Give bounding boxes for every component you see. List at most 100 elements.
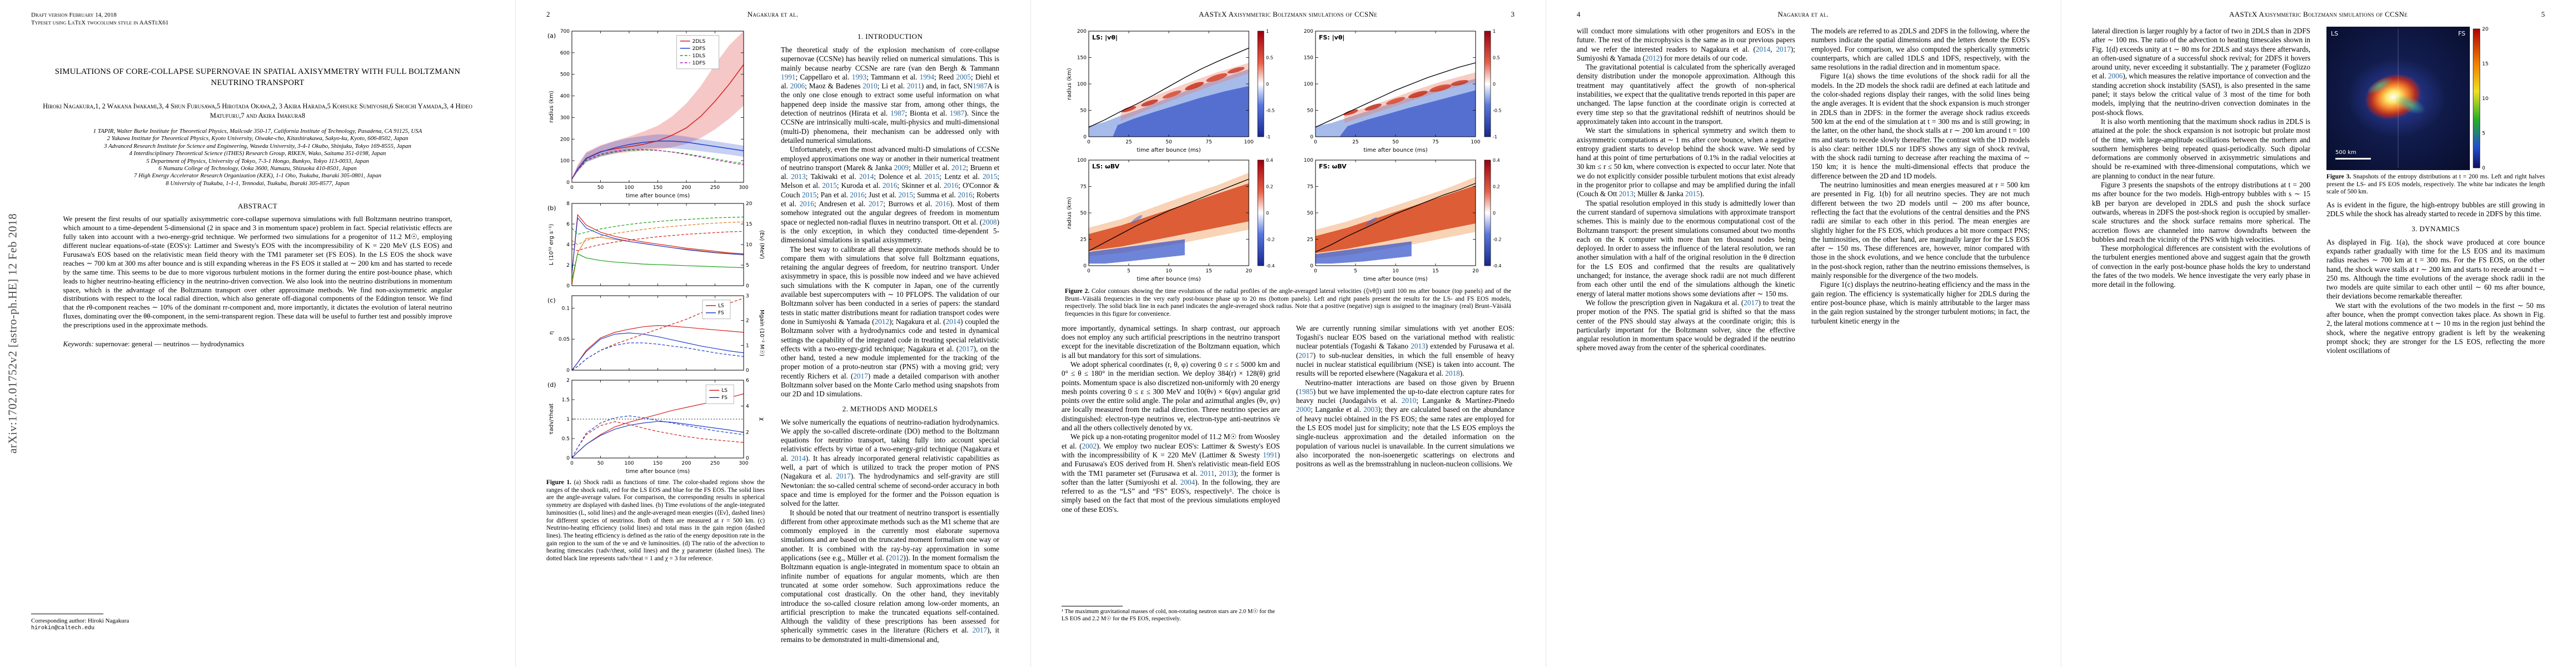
svg-text:50: 50 xyxy=(1307,108,1313,114)
svg-text:-0.2: -0.2 xyxy=(1493,237,1502,242)
svg-text:FS: ωBV: FS: ωBV xyxy=(1319,163,1347,170)
page-number: 3 xyxy=(1511,10,1515,18)
svg-text:0.2: 0.2 xyxy=(1266,185,1273,190)
page-2-left-column: 0 50 100 150 200 250 300 0 100 200 300 400 500 600 700… xyxy=(546,27,765,654)
page-number: 5 xyxy=(2541,10,2545,18)
fig2-panel-ls-lateral-velocity: 0 25 50 75 100 0 50 100 150 200 radius (km) time af… xyxy=(1067,29,1275,153)
figure-1-caption: Figure 1. (a) Shock radii as functions o… xyxy=(546,479,765,563)
svg-text:0: 0 xyxy=(570,461,574,466)
running-head-title: AASTeX Axisymmetric Boltzmann simulation… xyxy=(2229,10,2408,18)
body-paragraph: The gravitational potential is calculate… xyxy=(1577,63,1795,126)
svg-text:8: 8 xyxy=(566,201,570,207)
svg-text:0: 0 xyxy=(1266,211,1269,216)
figure-3-caption-text: Snapshots of the entropy distributions a… xyxy=(2326,173,2545,196)
body-paragraph: We adopt spherical coordinates (r, θ, φ)… xyxy=(1062,360,1280,432)
page-1-title-page: arXiv:1702.01752v2 [astro-ph.HE] 12 Feb … xyxy=(0,0,515,667)
corresponding-author-email[interactable]: hirokin@caltech.edu xyxy=(31,625,95,631)
svg-text:25: 25 xyxy=(1080,237,1086,243)
svg-text:150: 150 xyxy=(1303,56,1313,61)
svg-text:20: 20 xyxy=(1245,268,1252,274)
svg-text:20: 20 xyxy=(2482,27,2489,32)
svg-text:0: 0 xyxy=(1083,135,1087,140)
svg-text:0: 0 xyxy=(1493,211,1496,216)
body-paragraph: Figure 1(a) shows the time evolutions of… xyxy=(1811,72,2030,180)
corresponding-author-line: Corresponding author: Hiroki Nagakura xyxy=(31,618,129,624)
svg-text:0.5: 0.5 xyxy=(1266,56,1273,61)
running-head: 4 Nagakura et al. xyxy=(1577,10,2030,19)
body-paragraph: Figure 1(c) displays the neutrino-heatin… xyxy=(1811,280,2030,325)
svg-text:75: 75 xyxy=(1080,185,1086,190)
draft-version-line: Draft version February 14, 2018 xyxy=(31,12,117,18)
svg-text:-0.4: -0.4 xyxy=(1493,263,1502,268)
svg-text:0: 0 xyxy=(566,180,570,186)
svg-text:2: 2 xyxy=(566,378,570,384)
figure-3-caption-label: Figure 3. xyxy=(2326,173,2351,180)
svg-text:time after bounce (ms): time after bounce (ms) xyxy=(1137,147,1200,153)
svg-text:500: 500 xyxy=(560,72,570,78)
svg-text:50: 50 xyxy=(1080,108,1087,114)
affiliation: 1 TAPIR, Walter Burke Institute for Theo… xyxy=(93,128,422,135)
page-5-right-column: LS FS 500 km 20 15 10 5 0 Figure 3. Snapshot… xyxy=(2326,27,2545,654)
svg-text:50: 50 xyxy=(1165,140,1172,145)
page-4-left-column: will conduct more simulations with other… xyxy=(1577,27,1795,654)
affiliation: 5 Department of Physics, University of T… xyxy=(146,157,369,165)
svg-text:1: 1 xyxy=(746,343,749,349)
svg-text:4: 4 xyxy=(566,242,570,248)
affiliation: 4 Interdisciplinary Theoretical Science … xyxy=(129,150,386,157)
svg-text:1.5: 1.5 xyxy=(562,397,570,403)
svg-text:250: 250 xyxy=(710,461,720,466)
body-paragraph: It should be noted that our treatment of… xyxy=(781,508,999,644)
abstract-heading: ABSTRACT xyxy=(237,202,278,211)
svg-text:0: 0 xyxy=(1493,82,1496,87)
svg-text:0: 0 xyxy=(1087,268,1090,274)
section-3-heading: 3. DYNAMICS xyxy=(2411,224,2460,233)
svg-text:time after bounce (ms): time after bounce (ms) xyxy=(1137,276,1200,282)
fig1-panel-a-shock-radius-chart: 0 50 100 150 200 250 300 0 100 200 300 400 500 600 700… xyxy=(547,29,749,199)
figure-2-panel-grid: 0 25 50 75 100 0 50 100 150 200 radius (km) time af… xyxy=(1062,27,1514,283)
svg-text:100: 100 xyxy=(1244,140,1253,145)
svg-text:0.5: 0.5 xyxy=(562,436,570,442)
svg-text:25: 25 xyxy=(1125,140,1132,145)
page-5-left-column: lateral direction is larger roughly by a… xyxy=(2092,27,2310,654)
body-paragraph: We follow the prescription given in Naga… xyxy=(1577,298,1795,352)
figure-1: 0 50 100 150 200 250 300 0 100 200 300 400 500 600 700… xyxy=(546,27,765,563)
svg-text:0: 0 xyxy=(746,456,749,461)
svg-text:0: 0 xyxy=(746,368,749,374)
svg-text:2DFS: 2DFS xyxy=(692,46,706,52)
keywords-line: Keywords: supernovae: general — neutrino… xyxy=(63,340,452,349)
affiliation-list: 1 TAPIR, Walter Burke Institute for Theo… xyxy=(0,128,515,187)
svg-text:15: 15 xyxy=(746,222,752,227)
svg-text:0: 0 xyxy=(1087,140,1090,145)
running-head: AASTeX Axisymmetric Boltzmann simulation… xyxy=(2092,10,2545,19)
author-list: Hiroki Nagakura,1, 2 Wakana Iwakami,3, 4… xyxy=(43,102,472,120)
svg-text:0.4: 0.4 xyxy=(1266,158,1273,163)
body-paragraph: lateral direction is larger roughly by a… xyxy=(2092,27,2310,117)
running-head-title: AASTeX Axisymmetric Boltzmann simulation… xyxy=(1198,10,1378,18)
svg-text:75: 75 xyxy=(1432,140,1438,145)
svg-text:0: 0 xyxy=(746,283,749,289)
page-5-content: lateral direction is larger roughly by a… xyxy=(2092,27,2545,654)
page-2: 2 Nagakura et al. 0 50 100 150 200 250 300 0 100… xyxy=(515,0,1030,667)
svg-text:5: 5 xyxy=(2482,131,2485,137)
svg-text:radius (km): radius (km) xyxy=(1067,197,1073,229)
svg-text:700: 700 xyxy=(560,29,570,34)
page-4-content: will conduct more simulations with other… xyxy=(1577,27,2030,654)
svg-text:15: 15 xyxy=(2482,62,2488,67)
svg-text:η: η xyxy=(549,331,555,335)
svg-text:τadv/τheat: τadv/τheat xyxy=(549,404,555,435)
svg-text:6: 6 xyxy=(746,378,749,384)
svg-text:1: 1 xyxy=(1266,29,1269,34)
svg-text:10: 10 xyxy=(746,242,753,248)
body-paragraph: These morphological differences are cons… xyxy=(2092,244,2310,289)
svg-text:LS: |vθ|: LS: |vθ| xyxy=(1092,34,1118,41)
svg-text:100: 100 xyxy=(1303,82,1313,87)
body-paragraph: As is evident in the figure, the high-en… xyxy=(2326,201,2545,218)
svg-text:1DFS: 1DFS xyxy=(692,61,706,66)
page-3-right-column: We are currently running similar simulat… xyxy=(1296,324,1514,623)
fig1-panel-d-timescale-ratio-chart: 0 50 100 150 200 250 30000.511.520246τadv/τhea… xyxy=(547,378,765,475)
svg-text:300: 300 xyxy=(560,115,570,121)
svg-text:0: 0 xyxy=(1266,82,1269,87)
svg-text:χ: χ xyxy=(759,417,765,421)
corresponding-author-block: Corresponding author: Hiroki Nagakura hi… xyxy=(31,614,129,633)
figure-2-caption-label: Figure 2. xyxy=(1065,288,1090,295)
